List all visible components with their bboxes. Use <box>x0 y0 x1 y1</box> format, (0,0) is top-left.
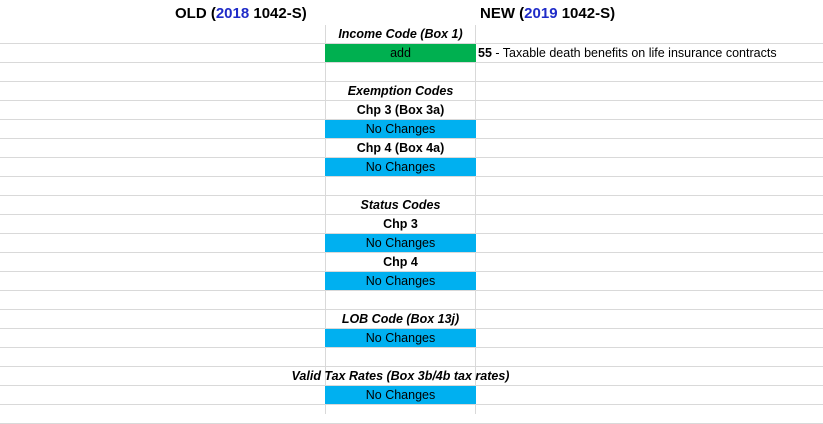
new-header-year: 2019 <box>524 5 558 22</box>
grid-row[interactable] <box>0 253 823 272</box>
exemption-chp4-status[interactable]: No Changes <box>325 158 476 176</box>
exemption-chp3-label[interactable]: Chp 3 (Box 3a) <box>356 103 445 117</box>
lob-code-title[interactable]: LOB Code (Box 13j) <box>341 312 460 326</box>
grid-row[interactable] <box>0 272 823 291</box>
tax-rates-title[interactable]: Valid Tax Rates (Box 3b/4b tax rates) <box>291 369 510 383</box>
grid-row[interactable] <box>0 386 823 405</box>
tax-rates-status[interactable]: No Changes <box>325 386 476 404</box>
grid-row[interactable] <box>0 310 823 329</box>
income-add-cell[interactable]: add <box>325 44 476 62</box>
lob-code-status[interactable]: No Changes <box>325 329 476 347</box>
grid-row[interactable] <box>0 234 823 253</box>
old-header-suffix: 1042-S) <box>249 5 307 22</box>
grid-row[interactable] <box>0 196 823 215</box>
status-chp4-status[interactable]: No Changes <box>325 272 476 290</box>
grid-row[interactable] <box>0 329 823 348</box>
grid-row[interactable] <box>0 139 823 158</box>
grid-row[interactable] <box>0 44 823 63</box>
grid-row[interactable] <box>0 158 823 177</box>
status-chp4-label[interactable]: Chp 4 <box>383 255 418 269</box>
old-header-year: 2018 <box>215 5 250 22</box>
column-gridline <box>475 25 476 414</box>
grid-row[interactable] <box>0 82 823 101</box>
old-column-header: OLD (2018 1042-S) <box>175 0 307 25</box>
grid-row[interactable] <box>0 25 823 44</box>
income-code-description-cell[interactable]: 55 - Taxable death benefits on life insu… <box>478 44 777 62</box>
grid-row[interactable] <box>0 215 823 234</box>
grid-row[interactable] <box>0 367 823 386</box>
income-code-title[interactable]: Income Code (Box 1) <box>338 27 463 41</box>
exemption-chp3-status[interactable]: No Changes <box>325 120 476 138</box>
income-code-number: 55 <box>478 46 492 60</box>
grid-row[interactable] <box>0 405 823 424</box>
grid-row[interactable] <box>0 177 823 196</box>
column-gridline <box>325 25 326 414</box>
grid-row[interactable] <box>0 101 823 120</box>
grid-row[interactable] <box>0 120 823 139</box>
grid-row[interactable] <box>0 348 823 367</box>
grid-row[interactable] <box>0 63 823 82</box>
status-chp3-status[interactable]: No Changes <box>325 234 476 252</box>
exemption-codes-title[interactable]: Exemption Codes <box>347 84 454 98</box>
new-column-header: NEW (2019 1042-S) <box>480 0 615 25</box>
grid-row[interactable] <box>0 291 823 310</box>
old-header-prefix: OLD ( <box>175 5 216 22</box>
new-header-suffix: 1042-S) <box>557 5 616 22</box>
exemption-chp4-label[interactable]: Chp 4 (Box 4a) <box>356 141 445 155</box>
new-header-prefix: NEW ( <box>480 5 525 22</box>
status-chp3-label[interactable]: Chp 3 <box>383 217 418 231</box>
status-codes-title[interactable]: Status Codes <box>360 198 441 212</box>
income-code-description: - Taxable death benefits on life insuran… <box>491 46 777 60</box>
